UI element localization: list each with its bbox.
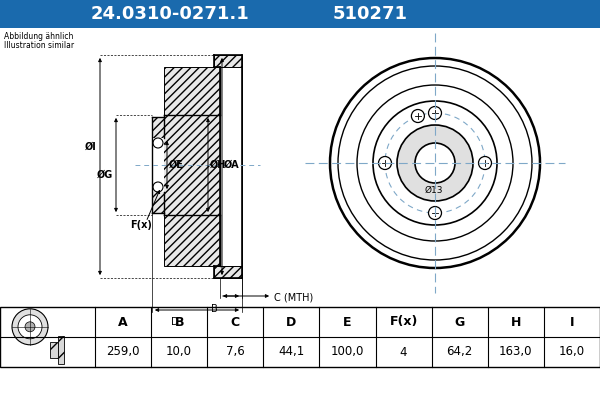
Circle shape [153,182,163,192]
Polygon shape [152,115,220,215]
Text: A: A [118,316,128,328]
Text: ØA: ØA [224,160,239,170]
Bar [0,0,600,28]
Text: 16,0: 16,0 [559,346,585,358]
Circle shape [397,125,473,201]
Circle shape [357,85,513,241]
Circle shape [412,110,424,122]
Text: D: D [170,317,178,327]
Polygon shape [214,266,242,278]
Text: F(x): F(x) [389,316,418,328]
Circle shape [479,156,491,170]
Circle shape [25,322,35,332]
Text: ØI: ØI [85,142,97,152]
Polygon shape [214,55,242,67]
Circle shape [428,206,442,220]
Text: Illustration similar: Illustration similar [4,41,74,50]
Text: ØG: ØG [97,170,113,180]
Bar [58,336,64,364]
Polygon shape [152,138,164,192]
Text: 44,1: 44,1 [278,346,305,358]
Text: 163,0: 163,0 [499,346,533,358]
Text: 510271: 510271 [332,5,407,23]
Text: H: H [511,316,521,328]
Text: B: B [211,304,218,314]
Text: Ø13: Ø13 [425,186,443,195]
Text: 259,0: 259,0 [106,346,140,358]
Text: Abbildung ähnlich: Abbildung ähnlich [4,32,73,41]
Text: G: G [455,316,465,328]
Polygon shape [164,215,220,266]
Text: 24.0310-0271.1: 24.0310-0271.1 [91,5,250,23]
Text: 7,6: 7,6 [226,346,245,358]
Circle shape [18,315,42,339]
Text: F(x): F(x) [130,220,152,230]
Circle shape [330,58,540,268]
Text: 10,0: 10,0 [166,346,192,358]
Circle shape [415,143,455,183]
Text: 100,0: 100,0 [331,346,364,358]
Text: B: B [175,316,184,328]
Text: ØE: ØE [169,160,184,170]
Bar [50,342,58,358]
Polygon shape [164,67,220,115]
Text: C (MTH): C (MTH) [274,292,313,302]
Circle shape [12,309,48,345]
Circle shape [338,66,532,260]
Text: I: I [569,316,574,328]
Polygon shape [220,67,242,266]
Circle shape [428,106,442,120]
Bar [0,307,600,367]
Text: 64,2: 64,2 [446,346,473,358]
Circle shape [379,156,392,170]
Text: 4: 4 [400,346,407,358]
Text: D: D [286,316,296,328]
Circle shape [153,138,163,148]
Text: E: E [343,316,352,328]
Circle shape [373,101,497,225]
Text: C: C [231,316,240,328]
Text: ØH: ØH [210,160,226,170]
